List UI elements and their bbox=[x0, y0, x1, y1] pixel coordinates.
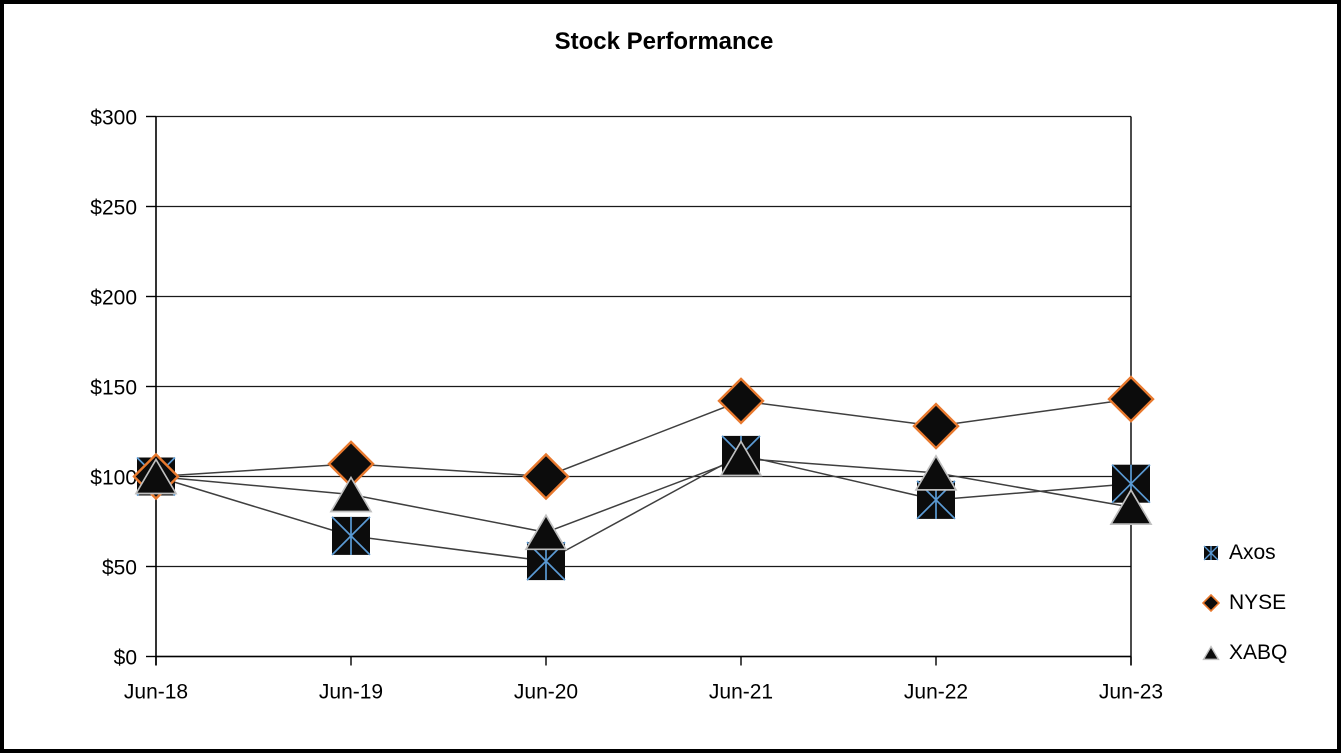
marker-xabq-jun-18-icon bbox=[134, 457, 178, 495]
marker-xabq-jun-21-icon bbox=[719, 439, 763, 477]
x-axis-tick-label: Jun-21 bbox=[709, 681, 773, 704]
marker-shape bbox=[522, 452, 570, 501]
marker-nyse-jun-22-icon bbox=[912, 402, 960, 450]
marker-nyse-jun-20-icon bbox=[522, 452, 570, 501]
marker-xabq-jun-23-icon bbox=[1109, 488, 1153, 525]
marker-xabq-jun-22-icon bbox=[914, 454, 958, 491]
plot-area: $0 $50 $100 $150 $200 $250 $300 Jun-18 Jun-19 Jun… bbox=[90, 107, 1163, 704]
y-axis-tick-label: $200 bbox=[90, 287, 137, 310]
marker-shape bbox=[1202, 645, 1220, 661]
y-axis-tick-label: $150 bbox=[90, 377, 137, 400]
y-axis-tick-label: $250 bbox=[90, 197, 137, 220]
chart-title: Stock Performance bbox=[554, 28, 774, 55]
y-axis-tick-label: $100 bbox=[90, 467, 137, 490]
x-axis-tick-label: Jun-20 bbox=[514, 681, 578, 704]
marker-xabq-jun-19-icon bbox=[329, 475, 373, 513]
marker-nyse-jun-23-icon bbox=[1107, 375, 1155, 423]
legend-nyse-marker-icon bbox=[1202, 594, 1220, 612]
marker-xabq-jun-20-icon bbox=[524, 513, 568, 551]
marker-shape bbox=[329, 475, 373, 513]
legend-item-axos: Axos bbox=[1202, 528, 1287, 578]
series-line-xabq bbox=[155, 457, 1132, 534]
x-axis-tick-label: Jun-19 bbox=[319, 681, 383, 704]
legend-label-axos: Axos bbox=[1229, 541, 1276, 564]
marker-legend-xabq-icon bbox=[1202, 645, 1220, 661]
marker-shape bbox=[134, 457, 178, 495]
legend: Axos NYSE XABQ bbox=[1202, 528, 1287, 678]
marker-shape bbox=[719, 439, 763, 477]
legend-label-nyse: NYSE bbox=[1229, 591, 1287, 614]
legend-item-nyse: NYSE bbox=[1202, 578, 1287, 628]
marker-shape bbox=[717, 377, 765, 425]
marker-shape bbox=[524, 513, 568, 551]
legend-axos-marker-icon bbox=[1203, 545, 1219, 561]
marker-legend-nyse-icon bbox=[1202, 594, 1220, 612]
legend-item-xabq: XABQ bbox=[1202, 628, 1287, 678]
x-axis-tick-label: Jun-23 bbox=[1099, 681, 1163, 704]
y-axis-tick-label: $0 bbox=[114, 647, 137, 670]
marker-shape bbox=[1109, 488, 1153, 525]
marker-legend-axos-icon bbox=[1203, 545, 1219, 561]
marker-shape bbox=[914, 454, 958, 491]
x-axis-tick-label: Jun-18 bbox=[124, 681, 188, 704]
marker-shape bbox=[912, 402, 960, 450]
series-line-axos bbox=[155, 454, 1132, 562]
legend-xabq-marker-icon bbox=[1202, 645, 1220, 661]
y-axis-tick-label: $300 bbox=[90, 107, 137, 130]
marker-shape bbox=[1107, 375, 1155, 423]
legend-label-xabq: XABQ bbox=[1229, 641, 1288, 664]
marker-axos-jun-19-icon bbox=[331, 516, 371, 556]
y-axis-tick-label: $50 bbox=[102, 557, 137, 580]
marker-axos-jun-23-icon bbox=[1111, 464, 1151, 504]
marker-shape bbox=[1202, 594, 1220, 612]
x-axis-tick-label: Jun-22 bbox=[904, 681, 968, 704]
marker-nyse-jun-21-icon bbox=[717, 377, 765, 425]
series-line-nyse bbox=[155, 398, 1132, 478]
